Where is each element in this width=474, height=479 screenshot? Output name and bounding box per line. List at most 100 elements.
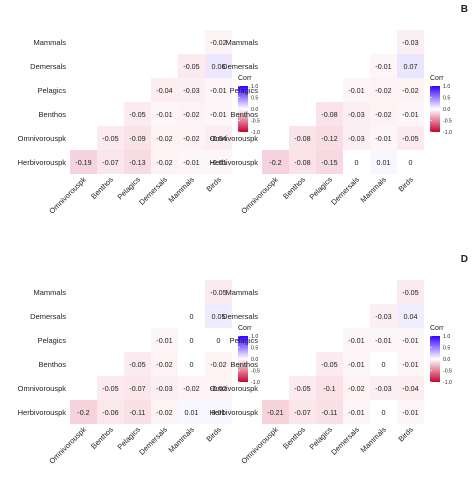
legend-tick-label: -0.5 (251, 119, 260, 125)
row-label: Pelagics (230, 86, 259, 95)
column-label: Birds (396, 175, 415, 194)
cell-value-label: 0 (382, 360, 386, 369)
heatmap-cell (397, 54, 424, 78)
heatmap-cell (205, 328, 232, 352)
cell-value-label: -0.19 (75, 158, 91, 167)
cell-value-label: -0.2 (269, 158, 281, 167)
legend-tick-label: -0.5 (251, 369, 260, 375)
heatmap-cell (370, 304, 397, 328)
legend-title: Corr (430, 75, 444, 82)
cell-value-label: -0.01 (156, 110, 172, 119)
cell-value-label: -0.07 (294, 408, 310, 417)
cell-value-label: -0.05 (183, 62, 199, 71)
cell-value-label: -0.01 (348, 408, 364, 417)
row-label: Pelagics (38, 336, 67, 345)
column-label: Omnivorouspk (239, 175, 280, 216)
legend-tick-label: 0.0 (443, 107, 450, 113)
legend-tick-label: -1.0 (251, 130, 260, 136)
cell-value-label: 0.01 (377, 158, 391, 167)
legend-colorbar (238, 336, 248, 382)
heatmap-cell (370, 328, 397, 352)
heatmap-cell (343, 352, 370, 376)
heatmap-cell (397, 30, 424, 54)
cell-value-label: -0.01 (375, 336, 391, 345)
panel-label: B (461, 4, 468, 15)
row-label: Herbivorouspk (18, 158, 67, 167)
heatmap-cell (124, 400, 151, 424)
legend-tick-label: 0.0 (251, 357, 258, 363)
cell-value-label: -0.05 (402, 288, 418, 297)
cell-value-label: -0.01 (402, 336, 418, 345)
heatmap-cell (124, 102, 151, 126)
heatmap-cell (343, 78, 370, 102)
cell-value-label: -0.03 (402, 38, 418, 47)
cell-value-label: -0.08 (321, 110, 337, 119)
cell-value-label: -0.02 (210, 384, 226, 393)
cell-value-label: -0.09 (129, 134, 145, 143)
column-label: Pelagics (115, 175, 142, 202)
row-label: Herbivorouspk (18, 408, 67, 417)
heatmap-cell (370, 376, 397, 400)
heatmap-cell (370, 102, 397, 126)
cell-value-label: -0.05 (402, 134, 418, 143)
heatmap-cell (397, 78, 424, 102)
heatmap-cell (178, 126, 205, 150)
heatmap-cell (151, 78, 178, 102)
heatmap-cell (343, 328, 370, 352)
heatmap-cell (205, 352, 232, 376)
heatmap-cell (151, 352, 178, 376)
column-label: Birds (204, 425, 223, 444)
column-label: Birds (204, 175, 223, 194)
heatmap-cell (178, 54, 205, 78)
heatmap-cell (97, 126, 124, 150)
column-label: Demersals (137, 425, 169, 457)
cell-value-label: -0.02 (183, 384, 199, 393)
cell-value-label: -0.01 (210, 86, 226, 95)
cell-value-label: -0.02 (348, 384, 364, 393)
cell-value-label: -0.15 (321, 158, 337, 167)
cell-value-label: -0.02 (156, 134, 172, 143)
heatmap-cell (205, 150, 232, 174)
cell-value-label: -0.02 (375, 110, 391, 119)
heatmap-cell (151, 400, 178, 424)
cell-value-label: 0.01 (185, 408, 199, 417)
row-label: Demersals (222, 62, 258, 71)
cell-value-label: -0.2 (77, 408, 89, 417)
legend-tick-label: 0.0 (443, 357, 450, 363)
heatmap-cell (124, 352, 151, 376)
cell-value-label: -0.03 (375, 384, 391, 393)
cell-value-label: -0.01 (348, 86, 364, 95)
cell-value-label: -0.01 (402, 408, 418, 417)
row-label: Benthos (230, 110, 258, 119)
column-label: Omnivorouspk (239, 425, 280, 466)
heatmap-cell (316, 102, 343, 126)
heatmap-panel-3: -0.05 0 0.05 -0.01 0 0 -0.05 -0.02 0 -0.02 -0.05 -0… (18, 280, 260, 466)
column-label: Demersals (329, 175, 361, 207)
heatmap-cell (178, 328, 205, 352)
cell-value-label: 0.05 (212, 312, 226, 321)
heatmap-cell (205, 126, 232, 150)
heatmap-cell (343, 150, 370, 174)
cell-value-label: -0.03 (348, 110, 364, 119)
legend-tick-label: 0.0 (251, 107, 258, 113)
heatmap-cell (370, 126, 397, 150)
row-label: Mammals (33, 38, 66, 47)
heatmap-cell (397, 280, 424, 304)
heatmap-cell (370, 54, 397, 78)
cell-value-label: -0.01 (375, 62, 391, 71)
heatmap-cell (178, 150, 205, 174)
heatmap-cell (397, 376, 424, 400)
heatmap-cell (370, 78, 397, 102)
cell-value-label: 0 (409, 158, 413, 167)
column-label: Pelagics (115, 425, 142, 452)
legend-tick-label: -1.0 (443, 380, 452, 386)
heatmap-cell (124, 150, 151, 174)
column-label: Benthos (89, 425, 115, 451)
heatmap-cell (370, 400, 397, 424)
panel-label: D (461, 254, 468, 265)
heatmap-panel-1: -0.02 -0.05 0.06 -0.04 -0.03 -0.01 -0.05 -0.01 -… (18, 30, 260, 216)
cell-value-label: -0.05 (129, 360, 145, 369)
legend-tick-label: 1.0 (443, 84, 450, 90)
heatmap-cell (316, 376, 343, 400)
